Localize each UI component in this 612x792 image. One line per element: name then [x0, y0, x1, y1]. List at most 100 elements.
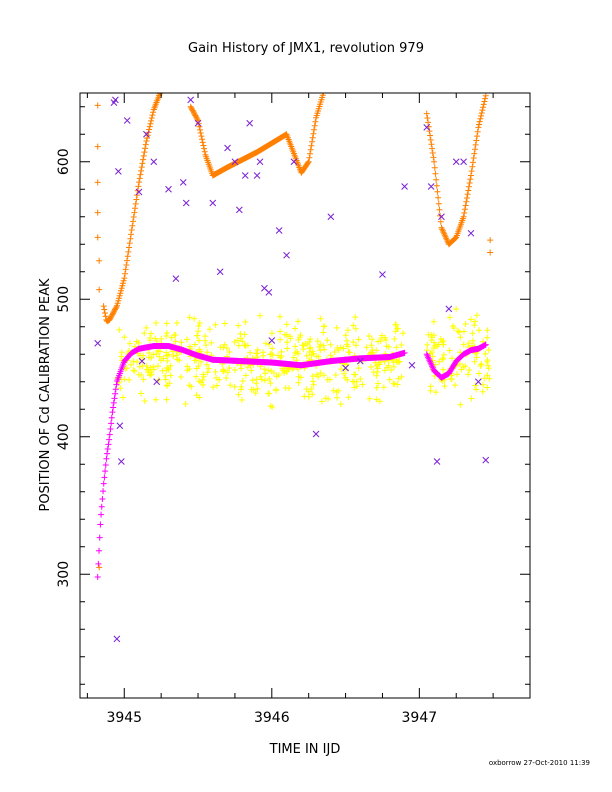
series-2-point	[101, 309, 108, 316]
x-tick-label: 3946	[254, 710, 290, 726]
yellow-point	[238, 365, 245, 372]
yellow-point	[430, 345, 437, 352]
yellow-point	[150, 366, 157, 373]
yellow-point	[473, 386, 480, 393]
series-4-point	[434, 188, 441, 195]
series-4-point	[423, 110, 430, 117]
yellow-point	[375, 338, 382, 345]
series-6-point	[117, 458, 125, 465]
yellow-point	[479, 388, 486, 395]
yellow-point	[460, 328, 467, 335]
yellow-point	[382, 334, 389, 341]
yellow-point	[317, 315, 324, 322]
yellow-point	[174, 319, 181, 326]
series-6-point	[143, 130, 150, 138]
series-4-point	[462, 202, 469, 209]
yellow-point	[136, 363, 143, 370]
yellow-point	[141, 397, 148, 404]
yellow-point	[440, 351, 447, 358]
yellow-point	[292, 343, 299, 350]
yellow-point	[295, 379, 302, 386]
yellow-point	[191, 341, 198, 348]
series-0-point	[103, 455, 110, 462]
series-4-point	[469, 159, 476, 166]
yellow-point	[122, 365, 129, 372]
yellow-point	[283, 321, 290, 328]
yellow-point	[273, 373, 280, 380]
series-4-point	[424, 115, 431, 121]
series-3-point	[198, 133, 205, 140]
series-4-point	[464, 191, 471, 198]
series-6-point	[115, 168, 122, 175]
series-4-point	[474, 133, 481, 140]
yellow-point	[331, 348, 338, 355]
series-6-point	[216, 268, 224, 276]
yellow-point	[252, 390, 259, 397]
yellow-point	[427, 383, 434, 390]
yellow-point	[344, 376, 351, 383]
series-2-point	[141, 149, 148, 156]
yellow-point	[247, 349, 254, 356]
yellow-point	[196, 337, 203, 344]
yellow-point	[321, 346, 328, 353]
yellow-point	[332, 372, 339, 379]
yellow-point	[146, 372, 153, 379]
series-0-point	[100, 480, 107, 487]
series-2-point	[156, 93, 163, 97]
series-2-point	[143, 137, 150, 144]
yellow-point	[350, 322, 357, 329]
series-3-point	[309, 134, 316, 141]
yellow-point	[234, 337, 241, 344]
yellow-point	[279, 365, 286, 372]
yellow-point	[430, 318, 437, 325]
series-4-point	[427, 136, 434, 143]
yellow-point	[212, 321, 219, 328]
series-4-point	[425, 119, 432, 126]
series-3-point	[311, 126, 318, 133]
series-2-point	[140, 156, 147, 163]
series-6-point	[433, 458, 441, 465]
yellow-point	[457, 361, 464, 368]
series-4-point	[426, 128, 433, 135]
series-4-point	[430, 154, 437, 161]
yellow-point	[118, 349, 125, 356]
yellow-point	[320, 342, 327, 349]
yellow-point	[174, 356, 181, 363]
yellow-point	[484, 334, 491, 341]
yellow-point	[376, 361, 383, 368]
yellow-point	[375, 380, 382, 387]
series-4-point	[463, 195, 470, 201]
yellow-point	[392, 328, 399, 335]
yellow-point	[220, 366, 227, 373]
yellow-point	[392, 321, 399, 328]
series-2-point	[136, 175, 143, 182]
series-6-point	[423, 124, 431, 131]
series-6-point	[445, 305, 453, 313]
series-4-point	[465, 187, 472, 194]
series-6-point	[182, 199, 190, 207]
yellow-point	[425, 331, 432, 338]
yellow-point	[320, 329, 327, 336]
yellow-point	[309, 373, 316, 380]
series-5-point	[94, 143, 101, 150]
yellow-point	[138, 390, 145, 397]
yellow-point	[472, 382, 479, 389]
yellow-point	[355, 336, 362, 343]
yellow-point	[193, 392, 200, 399]
series-2-point	[139, 160, 146, 167]
yellow-point	[157, 348, 164, 355]
series-3-point	[312, 118, 319, 125]
series-4-point	[428, 141, 435, 148]
yellow-point	[400, 330, 407, 337]
yellow-point	[440, 366, 447, 373]
series-6-point	[275, 227, 283, 234]
series-4-point	[476, 121, 483, 128]
series-2-point	[128, 227, 135, 234]
yellow-point	[196, 319, 203, 326]
series-2-point	[123, 261, 130, 268]
series-0-point	[401, 349, 408, 356]
yellow-point	[369, 347, 376, 354]
series-6-point	[209, 199, 217, 207]
series-6-point	[138, 357, 146, 365]
yellow-point	[203, 361, 210, 368]
